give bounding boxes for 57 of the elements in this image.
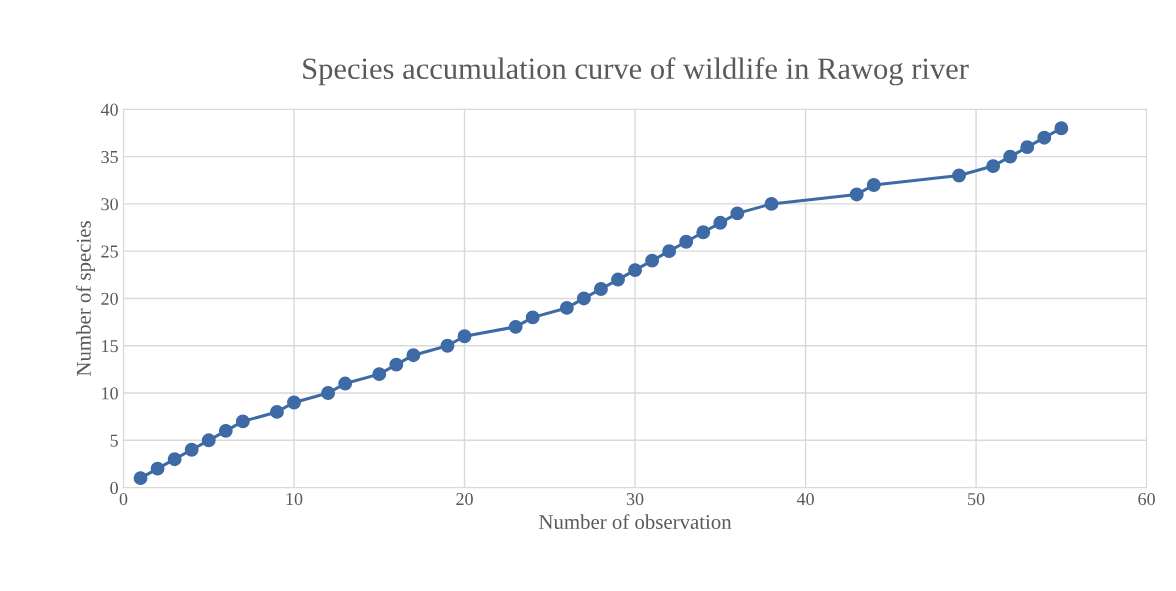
x-tick-label: 20 [456,492,473,506]
y-tick-label: 5 [110,434,118,447]
point [457,329,472,344]
point [593,282,608,296]
y-tick-label: 25 [101,245,118,258]
point [372,367,387,382]
point [133,471,148,486]
x-axis-title: Number of observation [539,514,732,530]
point [508,319,523,334]
point [406,348,421,363]
point [952,168,966,183]
point [184,442,199,457]
point [645,253,660,268]
point [849,187,864,202]
y-tick-label: 0 [110,481,118,495]
point [679,234,694,249]
x-tick-label: 40 [796,492,814,506]
point [287,395,301,410]
point [1054,121,1069,136]
point [696,225,711,240]
point [559,300,574,315]
point [866,178,881,192]
point [730,206,745,221]
point [628,263,642,278]
point [611,272,625,287]
point [235,414,250,429]
point [662,244,677,259]
point [201,433,216,448]
y-tick-label: 10 [102,387,118,400]
point [218,423,233,438]
point [764,196,779,211]
y-tick-label: 40 [100,103,118,116]
point [338,376,353,391]
point [576,291,591,306]
point [1020,140,1035,155]
point [1037,130,1052,145]
point [150,461,165,476]
point [389,357,404,372]
y-tick-label: 15 [102,340,118,353]
y-tick-label: 20 [101,292,118,305]
y-tick-label: 35 [101,150,118,164]
y-tick-label: 30 [101,198,118,211]
x-tick-label: 50 [968,492,985,506]
point [270,404,284,419]
point [713,215,728,230]
x-tick-label: 30 [626,492,644,506]
x-tick-label: 60 [1138,492,1155,506]
point [440,338,455,353]
chart-title: Species accumulation curve of wildlife in Rawog river [303,57,969,86]
point [986,159,1001,174]
x-tick-label: 0 [119,492,128,506]
point [525,310,540,325]
y-axis-title: Number of species [75,221,96,376]
x-tick-label: 10 [286,492,303,506]
point [167,452,182,467]
point [1003,149,1018,164]
point [321,386,336,400]
